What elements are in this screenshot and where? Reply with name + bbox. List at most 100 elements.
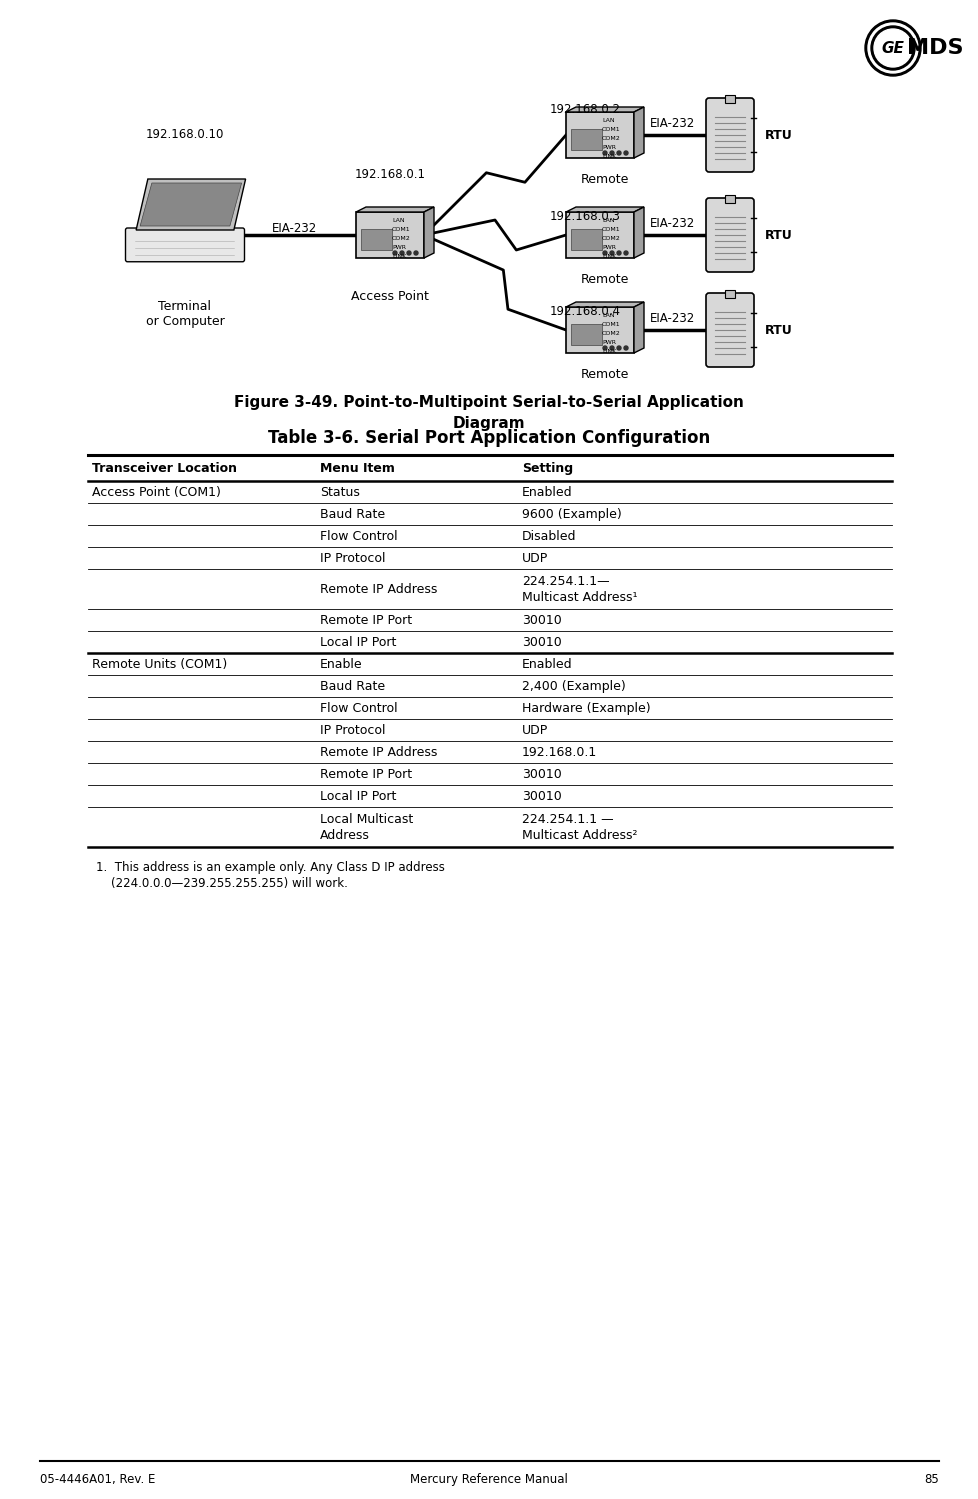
Text: 30010: 30010 [521, 790, 561, 802]
Text: RTU: RTU [764, 129, 792, 141]
Text: Mercury Reference Manual: Mercury Reference Manual [410, 1474, 567, 1486]
Circle shape [602, 151, 606, 154]
Circle shape [392, 250, 397, 255]
Circle shape [873, 28, 911, 67]
Text: Baud Rate: Baud Rate [320, 679, 384, 693]
Polygon shape [634, 207, 644, 258]
Text: Multicast Address²: Multicast Address² [521, 829, 637, 842]
Text: UDP: UDP [521, 552, 548, 565]
Text: Local IP Port: Local IP Port [320, 790, 396, 802]
Text: Enable: Enable [320, 658, 362, 670]
Text: EIA-232: EIA-232 [649, 216, 694, 229]
Circle shape [870, 25, 914, 70]
Text: Terminal
or Computer: Terminal or Computer [146, 300, 224, 328]
Text: Remote: Remote [580, 367, 629, 381]
Text: Remote IP Address: Remote IP Address [320, 745, 437, 758]
Text: 9600 (Example): 9600 (Example) [521, 508, 621, 520]
Text: 224.254.1.1—: 224.254.1.1— [521, 574, 609, 588]
Text: EIA-232: EIA-232 [272, 222, 317, 234]
Text: Multicast Address¹: Multicast Address¹ [521, 591, 637, 604]
Text: LAN: LAN [601, 312, 614, 318]
Text: Disabled: Disabled [521, 529, 576, 543]
Text: Address: Address [320, 829, 370, 842]
Text: Flow Control: Flow Control [320, 702, 397, 715]
Text: 85: 85 [923, 1474, 938, 1486]
Text: LAN: LAN [601, 117, 614, 123]
Text: UDP: UDP [521, 724, 548, 736]
Circle shape [623, 250, 627, 255]
Text: COM2: COM2 [601, 235, 620, 240]
Text: Status: Status [320, 486, 360, 499]
Text: RTU: RTU [764, 228, 792, 241]
Polygon shape [356, 207, 433, 211]
Text: Menu Item: Menu Item [320, 462, 394, 475]
Polygon shape [423, 207, 433, 258]
Text: COM1: COM1 [391, 226, 410, 231]
Text: 224.254.1.1 —: 224.254.1.1 — [521, 812, 613, 826]
Bar [725, 195, 734, 202]
Circle shape [414, 250, 418, 255]
Bar [356, 211, 423, 258]
Text: 192.168.0.3: 192.168.0.3 [549, 210, 620, 223]
Text: MDS: MDS [906, 37, 962, 58]
Text: Diagram: Diagram [452, 417, 525, 432]
Text: COM2: COM2 [601, 135, 620, 141]
Bar [725, 94, 734, 103]
Text: Setting: Setting [521, 462, 572, 475]
Text: Remote Units (COM1): Remote Units (COM1) [92, 658, 227, 670]
Circle shape [616, 346, 620, 349]
Circle shape [602, 346, 606, 349]
Text: Access Point (COM1): Access Point (COM1) [92, 486, 221, 499]
Text: COM1: COM1 [601, 321, 620, 327]
Text: (224.0.0.0—239.255.255.255) will work.: (224.0.0.0—239.255.255.255) will work. [96, 877, 347, 890]
Text: LAN: LAN [391, 217, 404, 222]
Text: 192.168.0.2: 192.168.0.2 [549, 103, 620, 115]
Circle shape [623, 151, 627, 154]
Polygon shape [140, 183, 242, 226]
Text: LINK: LINK [601, 253, 615, 258]
Text: EIA-232: EIA-232 [649, 117, 694, 129]
Text: 30010: 30010 [521, 767, 561, 781]
Bar [570, 229, 601, 250]
Polygon shape [634, 301, 644, 352]
Circle shape [609, 346, 613, 349]
FancyBboxPatch shape [705, 198, 753, 271]
Text: Figure 3-49. Point-to-Multipoint Serial-to-Serial Application: Figure 3-49. Point-to-Multipoint Serial-… [234, 396, 743, 411]
Circle shape [865, 19, 920, 76]
Text: LAN: LAN [601, 217, 614, 222]
Text: 30010: 30010 [521, 613, 561, 627]
Polygon shape [136, 178, 245, 229]
Text: 2,400 (Example): 2,400 (Example) [521, 679, 625, 693]
Text: LINK: LINK [601, 153, 615, 159]
Text: PWR: PWR [601, 339, 615, 345]
Polygon shape [634, 106, 644, 157]
Text: 192.168.0.1: 192.168.0.1 [521, 745, 597, 758]
Text: Local Multicast: Local Multicast [320, 812, 413, 826]
Text: PWR: PWR [601, 144, 615, 150]
Text: Hardware (Example): Hardware (Example) [521, 702, 650, 715]
Text: Transceiver Location: Transceiver Location [92, 462, 237, 475]
Text: Flow Control: Flow Control [320, 529, 397, 543]
Text: IP Protocol: IP Protocol [320, 724, 385, 736]
Text: Enabled: Enabled [521, 486, 572, 499]
Bar [565, 112, 634, 157]
Text: 192.168.0.4: 192.168.0.4 [549, 304, 620, 318]
Circle shape [623, 346, 627, 349]
Text: GE: GE [880, 40, 904, 55]
Text: Remote: Remote [580, 172, 629, 186]
Text: COM1: COM1 [601, 226, 620, 231]
Text: 30010: 30010 [521, 636, 561, 649]
Circle shape [867, 22, 917, 73]
Text: Baud Rate: Baud Rate [320, 508, 384, 520]
Text: Remote IP Address: Remote IP Address [320, 583, 437, 595]
Text: EIA-232: EIA-232 [649, 312, 694, 324]
Polygon shape [565, 207, 644, 211]
Circle shape [602, 250, 606, 255]
Polygon shape [565, 106, 644, 112]
Text: RTU: RTU [764, 324, 792, 336]
Bar [565, 307, 634, 352]
Text: Remote IP Port: Remote IP Port [320, 767, 412, 781]
Text: Table 3-6. Serial Port Application Configuration: Table 3-6. Serial Port Application Confi… [268, 429, 709, 447]
Polygon shape [565, 301, 644, 307]
Circle shape [400, 250, 404, 255]
